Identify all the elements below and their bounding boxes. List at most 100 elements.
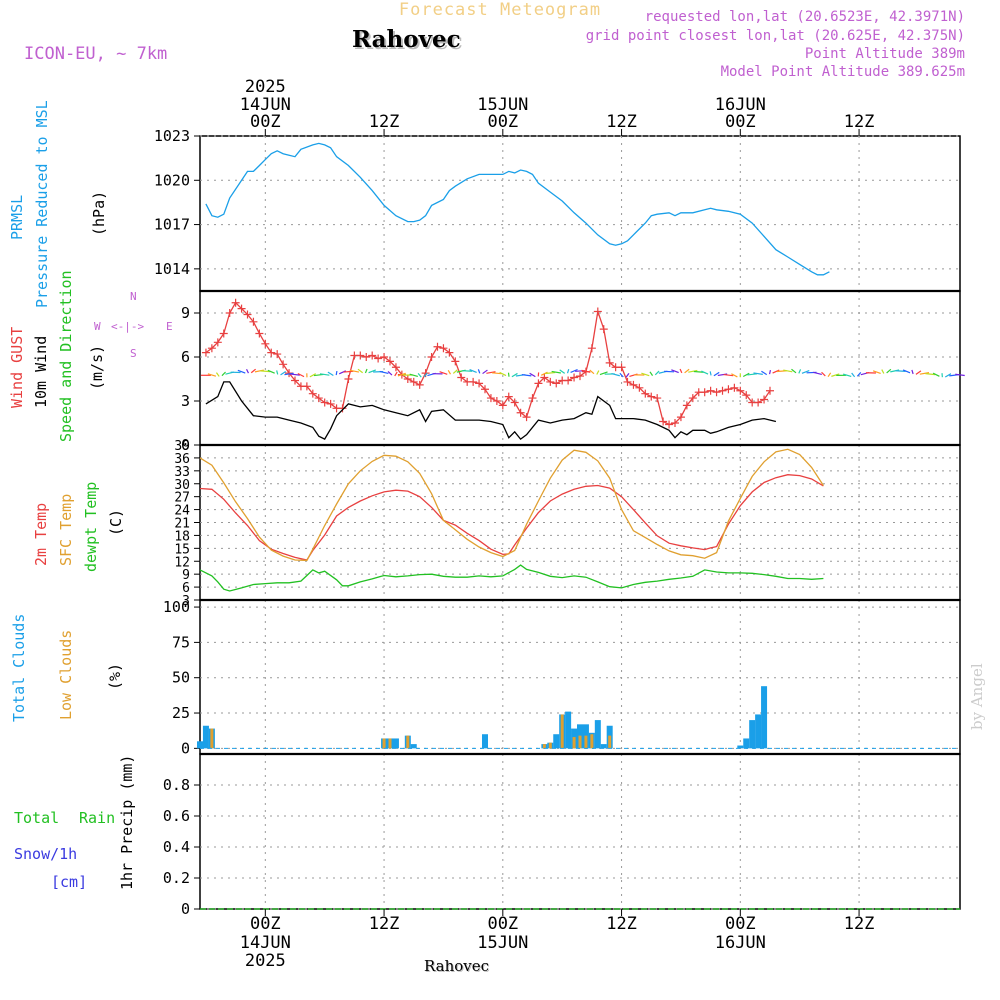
gust-marker-62 bbox=[570, 373, 579, 382]
low-cloud-bar-6 bbox=[560, 714, 564, 749]
wind-direction-arrow-58 bbox=[545, 371, 556, 375]
gust-marker-4 bbox=[225, 309, 234, 317]
gust-marker-1 bbox=[207, 344, 216, 353]
gust-marker-95 bbox=[766, 386, 774, 395]
requested-coords: requested lon,lat (20.6523E, 42.3971N) bbox=[644, 9, 965, 25]
gust-marker-84 bbox=[700, 388, 709, 397]
y-tick-label-wind-0: 0 bbox=[181, 436, 190, 454]
wind-direction-arrow-7 bbox=[246, 368, 249, 374]
wind-direction-arrow-18 bbox=[309, 373, 317, 378]
y-tick-label-pressure-2: 1020 bbox=[154, 171, 190, 189]
location-title: Rahovec bbox=[352, 26, 461, 53]
gust-marker-79 bbox=[671, 419, 679, 427]
y-tick-label-precip-3: 0.6 bbox=[163, 807, 190, 825]
wind-direction-arrow-75 bbox=[649, 371, 654, 376]
gust-marker-45 bbox=[469, 377, 478, 386]
wind-direction-arrow-32 bbox=[394, 371, 398, 377]
wind-direction-arrow-125 bbox=[944, 373, 952, 378]
gust-marker-42 bbox=[451, 357, 460, 366]
wind-direction-arrow-95 bbox=[768, 370, 772, 375]
gust-marker-91 bbox=[742, 391, 751, 400]
total-cloud-bar-22 bbox=[743, 738, 750, 749]
wind-direction-arrow-46 bbox=[477, 369, 481, 374]
gust-marker-20 bbox=[320, 398, 329, 407]
y-tick-label-temperature-10: 33 bbox=[174, 465, 190, 480]
wind-direction-arrow-59 bbox=[551, 370, 561, 374]
total-cloud-bar-5 bbox=[392, 738, 399, 749]
gust-marker-75 bbox=[647, 392, 656, 401]
wind-direction-arrow-62 bbox=[570, 368, 578, 373]
wind-direction-arrow-40 bbox=[439, 371, 448, 375]
gust-marker-39 bbox=[433, 342, 442, 351]
y-tick-label-precip-2: 0.4 bbox=[163, 838, 190, 856]
wind-direction-arrow-57 bbox=[540, 371, 548, 376]
wind-direction-arrow-113 bbox=[872, 370, 881, 375]
y-tick-label-temperature-4: 15 bbox=[174, 542, 190, 557]
wind-direction-arrow-103 bbox=[813, 371, 822, 375]
gust-marker-46 bbox=[475, 379, 484, 388]
gust-marker-15 bbox=[291, 376, 299, 385]
gust-marker-54 bbox=[522, 413, 531, 422]
gust-marker-29 bbox=[374, 354, 383, 363]
gust-marker-78 bbox=[665, 420, 674, 429]
wind-direction-arrow-64 bbox=[581, 369, 591, 373]
wind-direction-arrow-1 bbox=[207, 373, 217, 377]
wind-direction-arrow-94 bbox=[761, 370, 768, 376]
low-cloud-bar-11 bbox=[608, 735, 612, 749]
bottom-axis-date-0: 14JUN bbox=[240, 933, 291, 953]
model-altitude: Model Point Altitude 389.625m bbox=[720, 64, 965, 80]
total-cloud-bar-11 bbox=[553, 734, 560, 749]
gust-marker-5 bbox=[231, 298, 240, 307]
series-line-temperature-2 bbox=[199, 564, 824, 592]
gust-marker-86 bbox=[712, 388, 721, 397]
series-line-wind-0 bbox=[205, 301, 771, 426]
wind-direction-arrow-79 bbox=[671, 369, 679, 374]
wind-direction-arrow-91 bbox=[742, 372, 750, 378]
gust-marker-23 bbox=[338, 404, 347, 413]
y-tick-label-clouds-0: 0 bbox=[181, 739, 190, 757]
wind-direction-arrow-66 bbox=[596, 370, 600, 375]
gust-marker-7 bbox=[243, 310, 252, 319]
wind-direction-arrow-37 bbox=[423, 372, 428, 378]
low-cloud-bar-1 bbox=[382, 738, 386, 749]
gust-marker-50 bbox=[498, 401, 507, 410]
gust-marker-8 bbox=[249, 317, 258, 326]
wind-direction-arrow-36 bbox=[417, 372, 422, 378]
gust-marker-70 bbox=[617, 363, 626, 372]
wind-direction-arrow-117 bbox=[895, 370, 906, 372]
y-tick-label-wind-2: 6 bbox=[181, 348, 190, 366]
gust-marker-67 bbox=[599, 325, 608, 334]
gust-marker-6 bbox=[237, 304, 246, 313]
wind-direction-arrow-101 bbox=[801, 369, 810, 374]
wind-direction-arrow-42 bbox=[452, 369, 458, 374]
gust-marker-57 bbox=[540, 373, 549, 382]
bottom-axis-label-3: 12Z bbox=[606, 914, 637, 934]
gust-marker-24 bbox=[344, 375, 353, 383]
wind-direction-arrow-35 bbox=[409, 373, 419, 378]
gust-marker-85 bbox=[706, 386, 715, 395]
gust-marker-9 bbox=[255, 329, 264, 338]
wind-direction-arrow-70 bbox=[619, 372, 624, 378]
top-axis-label-1: 12Z bbox=[369, 112, 400, 132]
wind-direction-arrow-98 bbox=[783, 369, 793, 373]
low-cloud-bar-5 bbox=[548, 742, 552, 749]
wind-direction-arrow-83 bbox=[693, 370, 704, 373]
wind-direction-arrow-108 bbox=[842, 373, 852, 377]
wind-direction-arrow-31 bbox=[387, 370, 393, 376]
y-tick-label-temperature-5: 18 bbox=[174, 529, 190, 544]
gust-marker-37 bbox=[421, 369, 430, 378]
total-cloud-bar-0 bbox=[197, 741, 203, 749]
gust-marker-59 bbox=[552, 379, 561, 388]
y-tick-label-temperature-12: 39 bbox=[174, 439, 190, 454]
total-label: Total bbox=[14, 809, 60, 827]
gust-marker-52 bbox=[510, 398, 519, 407]
wind-direction-arrow-84 bbox=[701, 370, 709, 375]
wind-direction-arrow-54 bbox=[521, 374, 532, 377]
wind-direction-arrow-82 bbox=[688, 369, 698, 373]
gust-marker-49 bbox=[492, 397, 501, 405]
gust-marker-66 bbox=[593, 307, 602, 316]
gust-marker-28 bbox=[368, 351, 377, 360]
wind-direction-arrow-74 bbox=[641, 372, 650, 377]
wind-direction-arrow-123 bbox=[932, 372, 940, 377]
y-tick-label-wind-3: 9 bbox=[181, 304, 190, 322]
